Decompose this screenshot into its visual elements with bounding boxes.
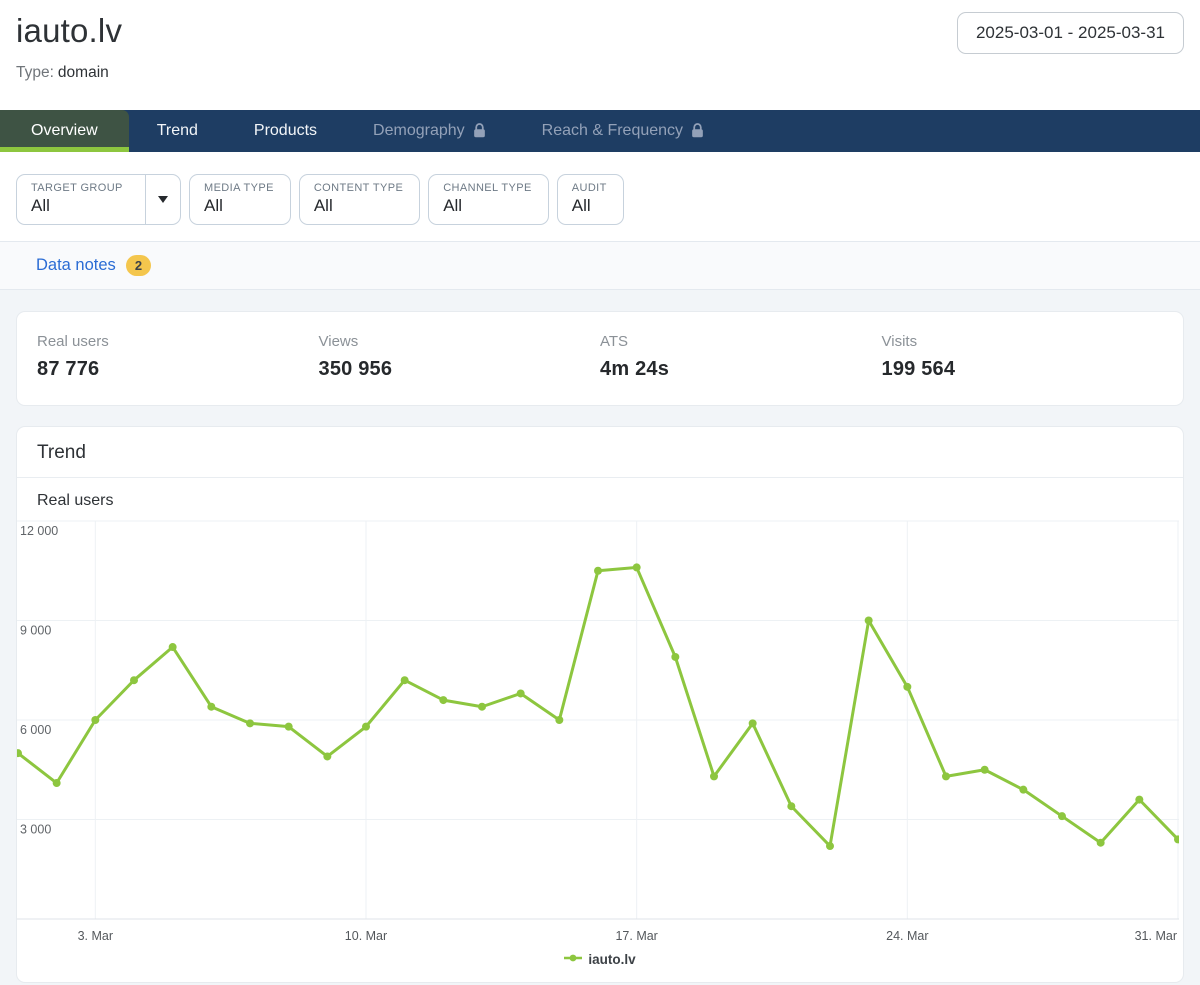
tab-reach-frequency[interactable]: Reach & Frequency — [514, 110, 732, 152]
filter-label: MEDIA TYPE — [204, 182, 274, 194]
trend-card-header: Trend — [17, 427, 1183, 478]
page-title: iauto.lv — [16, 12, 123, 49]
kpi-summary-card: Real users 87 776 Views 350 956 ATS 4m 2… — [16, 311, 1184, 406]
filter-value: All — [204, 196, 223, 215]
kpi-label: ATS — [600, 333, 629, 350]
chart-legend[interactable]: iauto.lv — [17, 950, 1183, 968]
trend-card-title: Trend — [37, 442, 86, 463]
trend-line-chart[interactable]: 3 000 6 000 9 000 12 000 3. Mar 10. Mar 17. Ma… — [17, 514, 1179, 948]
entity-type: Type: domain — [16, 64, 1184, 82]
trend-metric-label: Real users — [37, 492, 114, 509]
page-header: iauto.lv Type: domain 2025-03-01 - 2025-0… — [0, 0, 1200, 110]
tab-overview-label: Overview — [31, 122, 98, 139]
svg-text:31. Mar: 31. Mar — [1135, 929, 1177, 943]
svg-text:12 000: 12 000 — [20, 524, 58, 538]
legend-marker-icon — [564, 950, 583, 968]
filter-value: All — [313, 196, 333, 215]
tab-overview[interactable]: Overview — [0, 110, 129, 152]
kpi-label: Visits — [881, 333, 918, 350]
kpi-value: 199 564 — [881, 358, 956, 380]
lock-icon — [473, 123, 486, 138]
svg-text:3 000: 3 000 — [20, 823, 51, 837]
type-value: domain — [57, 64, 109, 81]
filter-content-type[interactable]: CONTENT TYPE All — [298, 174, 421, 225]
main-area: Real users 87 776 Views 350 956 ATS 4m 2… — [0, 290, 1200, 985]
legend-series-label: iauto.lv — [588, 951, 636, 967]
tab-trend-label: Trend — [156, 122, 198, 139]
kpi-value: 87 776 — [37, 358, 100, 380]
kpi-visits: Visits 199 564 — [882, 333, 1164, 381]
data-notes-strip: Data notes 2 — [0, 241, 1200, 290]
tab-demography[interactable]: Demography — [345, 110, 514, 152]
svg-text:24. Mar: 24. Mar — [886, 929, 928, 943]
filter-value: All — [443, 196, 463, 215]
tab-products-label: Products — [253, 122, 318, 139]
data-notes-count-badge: 2 — [125, 254, 152, 277]
filter-label: AUDIT — [571, 182, 607, 194]
filters-row: TARGET GROUP All MEDIA TYPE All CONTENT … — [0, 152, 1200, 241]
svg-text:10. Mar: 10. Mar — [345, 929, 387, 943]
filter-audit[interactable]: AUDIT All — [556, 174, 624, 225]
data-notes-link[interactable]: Data notes — [36, 256, 116, 274]
filter-value: All — [571, 196, 591, 215]
filter-target-group-main[interactable]: TARGET GROUP All — [17, 175, 145, 224]
tab-products[interactable]: Products — [226, 110, 345, 152]
tab-demography-label: Demography — [373, 122, 465, 139]
type-label: Type: — [16, 64, 54, 81]
lock-icon — [691, 123, 704, 138]
date-range-picker[interactable]: 2025-03-01 - 2025-03-31 — [956, 12, 1184, 54]
kpi-views: Views 350 956 — [319, 333, 601, 381]
kpi-real-users: Real users 87 776 — [37, 333, 319, 381]
tab-reach-frequency-label: Reach & Frequency — [541, 122, 684, 139]
trend-chart-svg: 3 000 6 000 9 000 12 000 3. Mar 10. Mar 17. Ma… — [17, 520, 1179, 943]
svg-text:3. Mar: 3. Mar — [78, 929, 113, 943]
nav-bar: Overview Trend Products Demography Reach… — [0, 110, 1200, 152]
filter-target-group[interactable]: TARGET GROUP All — [16, 174, 181, 225]
svg-text:17. Mar: 17. Mar — [615, 929, 657, 943]
kpi-ats: ATS 4m 24s — [600, 333, 882, 381]
svg-text:9 000: 9 000 — [20, 624, 51, 638]
filter-channel-type[interactable]: CHANNEL TYPE All — [428, 174, 549, 225]
trend-chart-card: Trend Real users 3 000 6 000 9 000 12 000 3.… — [16, 426, 1184, 983]
filter-target-group-dropdown[interactable] — [145, 175, 180, 224]
kpi-label: Views — [318, 333, 359, 350]
chevron-down-icon — [158, 196, 168, 203]
filter-value: All — [31, 196, 50, 215]
filter-label: CONTENT TYPE — [313, 182, 404, 194]
kpi-label: Real users — [37, 333, 109, 350]
svg-text:6 000: 6 000 — [20, 723, 51, 737]
filter-label: TARGET GROUP — [31, 182, 123, 194]
kpi-value: 4m 24s — [600, 358, 670, 380]
filter-media-type[interactable]: MEDIA TYPE All — [189, 174, 291, 225]
kpi-value: 350 956 — [318, 358, 393, 380]
filter-label: CHANNEL TYPE — [443, 182, 532, 194]
tab-trend[interactable]: Trend — [129, 110, 226, 152]
